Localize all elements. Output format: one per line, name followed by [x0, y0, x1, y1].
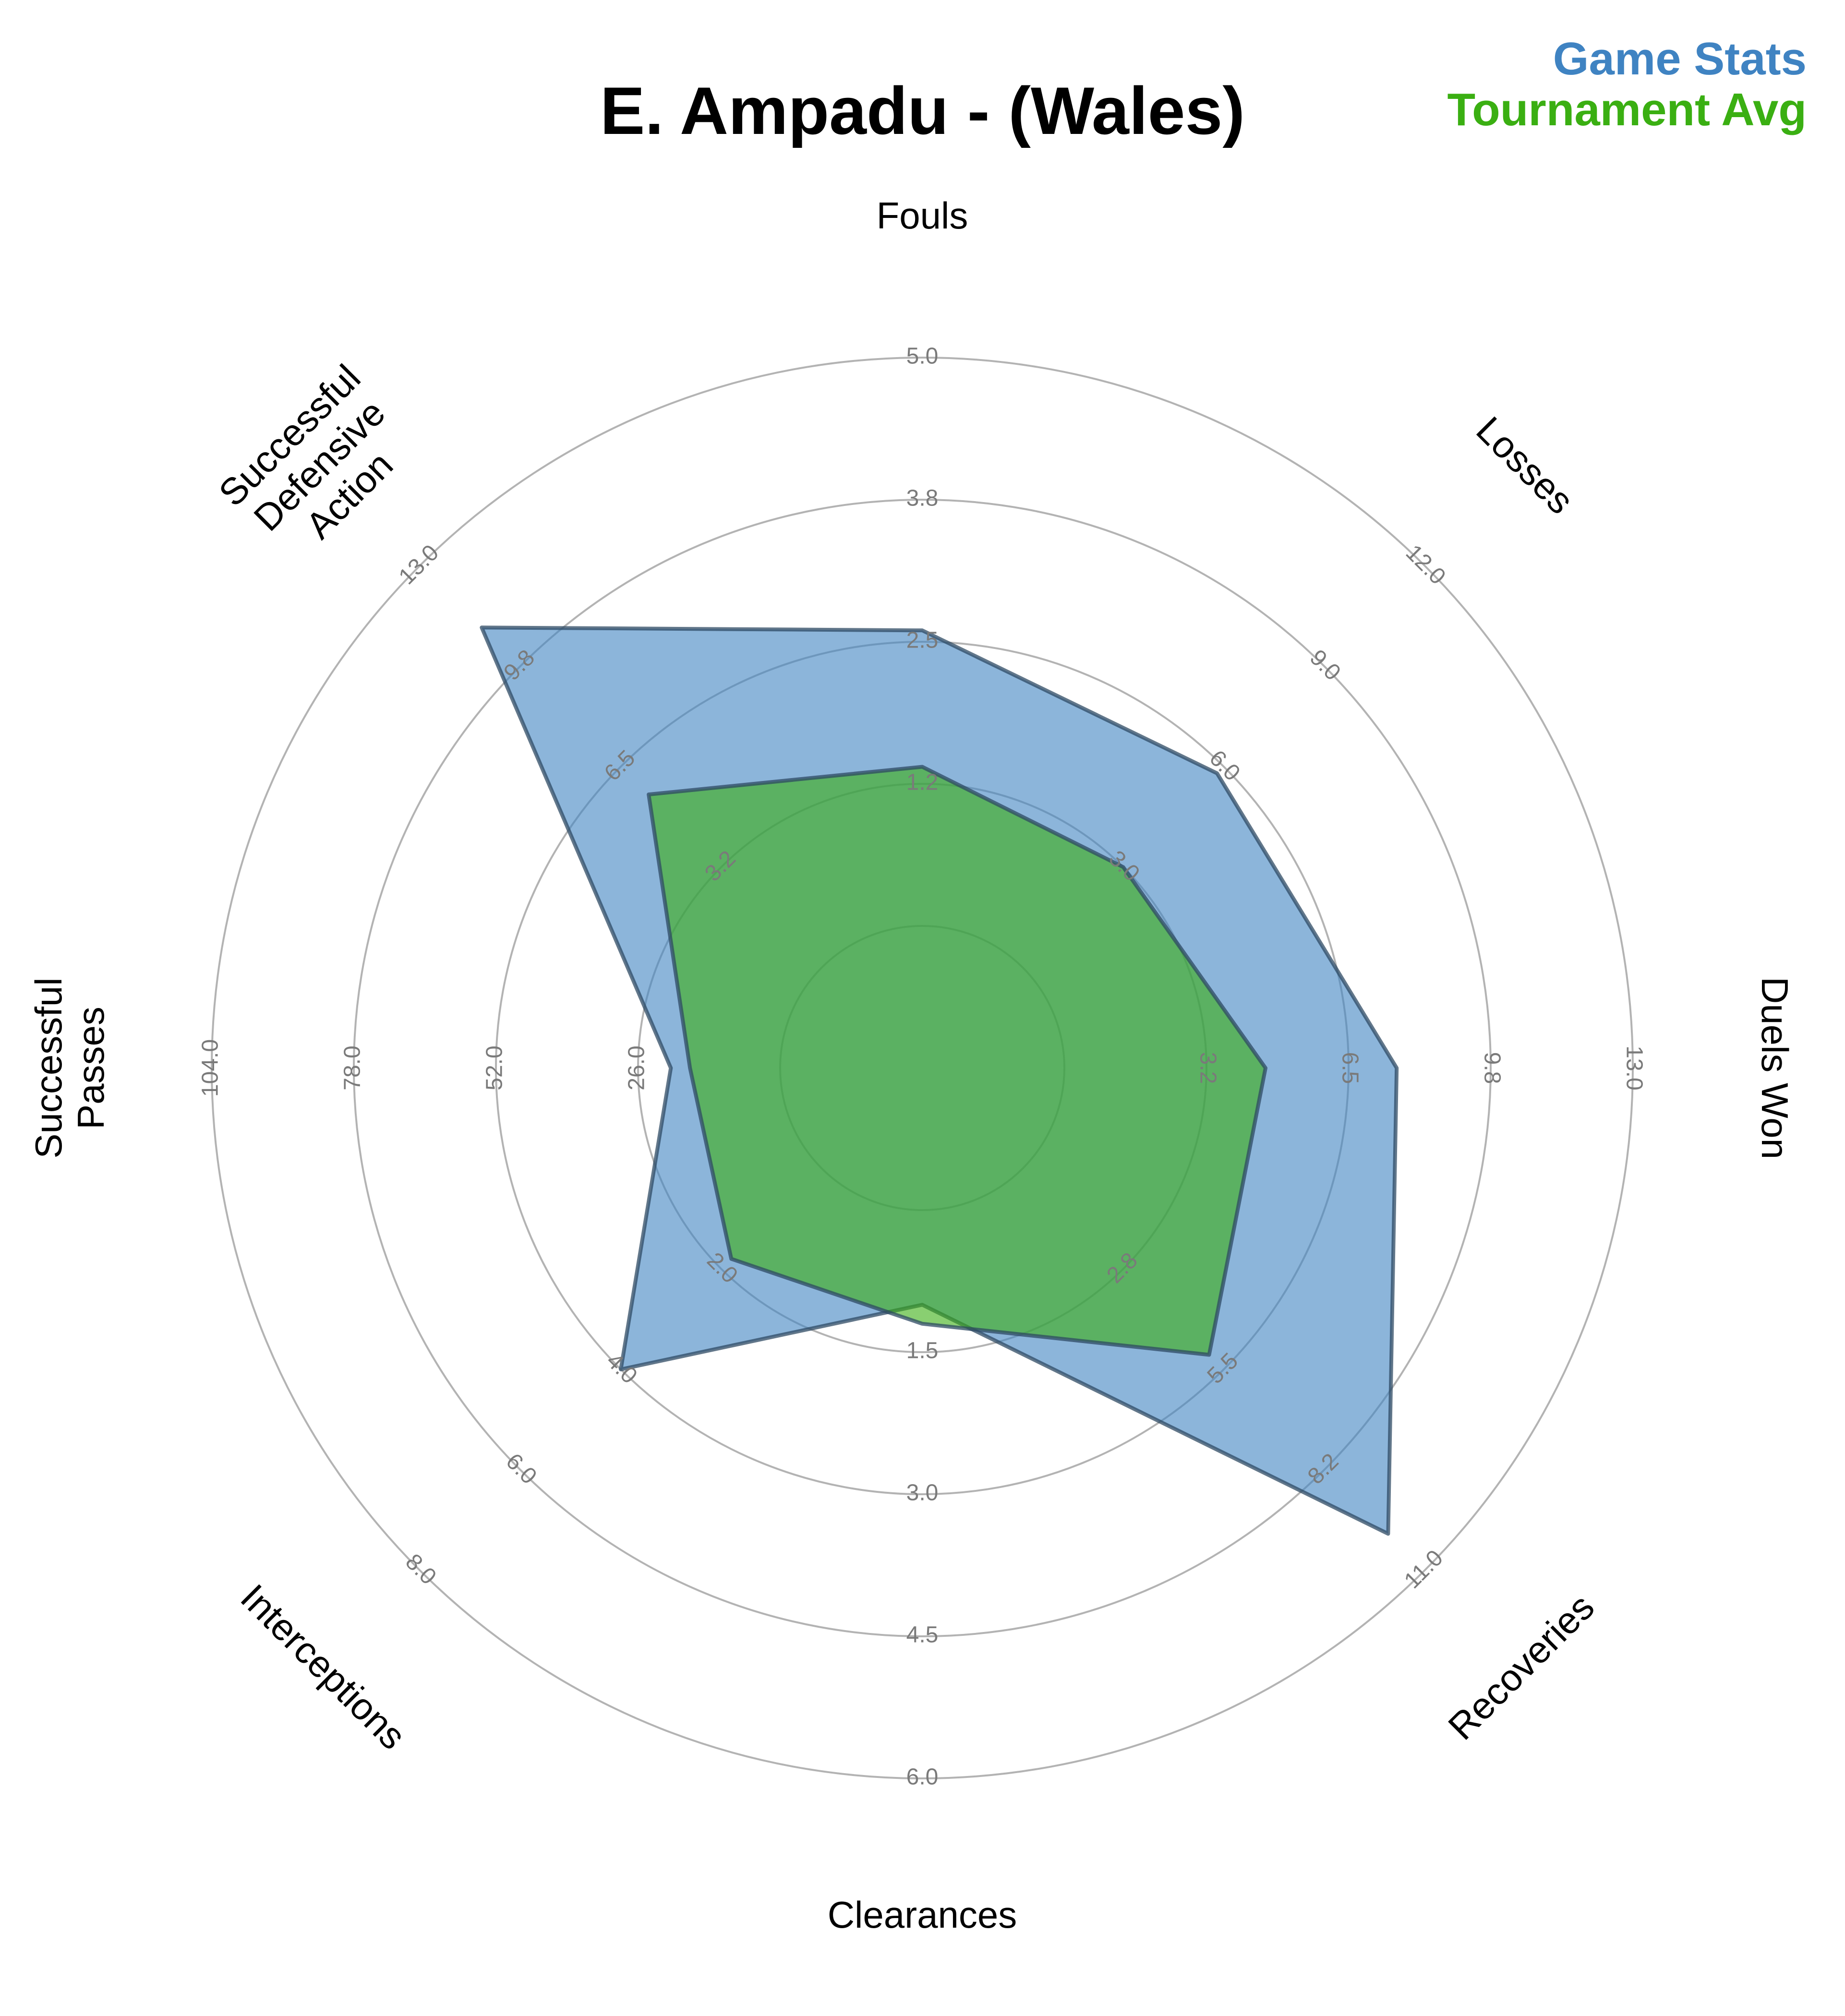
- tick-label-successful-passes-3: 104.0: [198, 1039, 223, 1097]
- tick-label-duels-won-1: 6.5: [1337, 1052, 1363, 1084]
- axis-label-successful-passes: SuccessfulPasses: [27, 977, 112, 1158]
- tick-label-losses-3: 12.0: [1401, 540, 1451, 590]
- tick-label-duels-won-3: 13.0: [1621, 1045, 1647, 1090]
- legend-item-game-stats: Game Stats: [1553, 33, 1807, 84]
- axis-label-duels-won: Duels Won: [1754, 977, 1796, 1159]
- axis-label-successful-defensive-action: SuccessfulDefensiveAction: [210, 356, 428, 574]
- axis-label-clearances: Clearances: [828, 1894, 1017, 1936]
- axis-label-fouls: Fouls: [877, 194, 968, 237]
- tick-label-interceptions-3: 8.0: [400, 1549, 441, 1590]
- tick-label-losses-2: 9.0: [1305, 645, 1346, 685]
- legend-item-tournament-avg: Tournament Avg: [1447, 84, 1807, 135]
- tick-label-clearances-2: 4.5: [906, 1622, 939, 1648]
- tick-label-successful-passes-2: 78.0: [340, 1045, 365, 1090]
- axis-label-recoveries: Recoveries: [1440, 1585, 1602, 1748]
- chart-title: E. Ampadu - (Wales): [600, 73, 1245, 148]
- axis-label-losses: Losses: [1469, 408, 1582, 522]
- tick-label-successful-passes-1: 52.0: [482, 1045, 507, 1090]
- legend: Game Stats Tournament Avg: [1447, 34, 1807, 135]
- tick-label-duels-won-0: 3.2: [1195, 1052, 1220, 1084]
- tick-label-successful-passes-0: 26.0: [624, 1045, 650, 1090]
- tick-label-successful-defensive-action-3: 13.0: [394, 540, 444, 590]
- tick-label-fouls-1: 2.5: [906, 628, 939, 653]
- tick-label-interceptions-2: 6.0: [501, 1449, 542, 1489]
- axis-label-interceptions: Interceptions: [233, 1576, 414, 1757]
- grid-ring-4: [211, 357, 1634, 1779]
- grid-ring-3: [353, 499, 1492, 1637]
- tick-label-fouls-0: 1.2: [906, 770, 939, 795]
- tick-label-duels-won-2: 9.8: [1479, 1052, 1505, 1084]
- tick-label-clearances-3: 6.0: [906, 1764, 939, 1790]
- series-tournament-avg: [647, 765, 1267, 1357]
- tick-label-fouls-3: 5.0: [906, 344, 939, 369]
- tick-label-clearances-1: 3.0: [906, 1480, 939, 1506]
- tick-label-clearances-0: 1.5: [906, 1338, 939, 1364]
- tick-label-fouls-2: 3.8: [906, 486, 939, 511]
